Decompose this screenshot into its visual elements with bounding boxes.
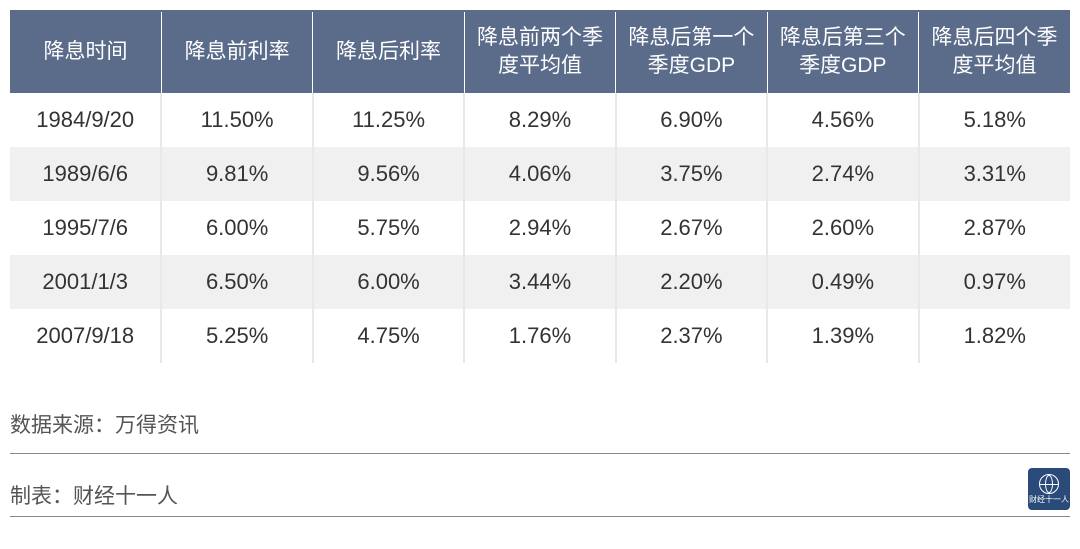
data-source-label: 数据来源：万得资讯	[10, 414, 199, 437]
cell-date: 1984/9/20	[10, 93, 161, 147]
cell-value: 0.97%	[919, 255, 1070, 309]
cell-value: 2.60%	[767, 201, 918, 255]
rate-cut-table: 降息时间 降息前利率 降息后利率 降息前两个季度平均值 降息后第一个季度GDP …	[10, 12, 1070, 363]
cell-value: 6.90%	[616, 93, 767, 147]
maker-label: 制表：财经十一人	[10, 480, 178, 510]
rate-cut-table-container: 降息时间 降息前利率 降息后利率 降息前两个季度平均值 降息后第一个季度GDP …	[10, 10, 1070, 363]
cell-value: 3.75%	[616, 147, 767, 201]
cell-value: 9.56%	[313, 147, 464, 201]
data-source-line: 数据来源：万得资讯	[10, 409, 1070, 454]
publisher-logo-icon: 财经十一人	[1028, 468, 1070, 510]
cell-value: 5.18%	[919, 93, 1070, 147]
cell-value: 9.81%	[161, 147, 312, 201]
cell-value: 5.25%	[161, 309, 312, 363]
cell-value: 2.37%	[616, 309, 767, 363]
globe-icon	[1039, 474, 1059, 494]
col-header-gdp-after-q3: 降息后第三个季度GDP	[767, 12, 918, 93]
cell-value: 4.75%	[313, 309, 464, 363]
cell-value: 3.31%	[919, 147, 1070, 201]
cell-value: 1.76%	[464, 309, 615, 363]
maker-line: 制表：财经十一人 财经十一人	[10, 468, 1070, 517]
cell-date: 1995/7/6	[10, 201, 161, 255]
cell-date: 2001/1/3	[10, 255, 161, 309]
table-row: 1989/6/6 9.81% 9.56% 4.06% 3.75% 2.74% 3…	[10, 147, 1070, 201]
cell-value: 2.67%	[616, 201, 767, 255]
cell-value: 8.29%	[464, 93, 615, 147]
cell-value: 2.20%	[616, 255, 767, 309]
cell-value: 4.56%	[767, 93, 918, 147]
cell-value: 0.49%	[767, 255, 918, 309]
cell-value: 2.74%	[767, 147, 918, 201]
cell-value: 6.00%	[161, 201, 312, 255]
table-body: 1984/9/20 11.50% 11.25% 8.29% 6.90% 4.56…	[10, 93, 1070, 363]
col-header-rate-before: 降息前利率	[161, 12, 312, 93]
table-footer: 数据来源：万得资讯 制表：财经十一人 财经十一人	[10, 409, 1070, 517]
cell-value: 6.00%	[313, 255, 464, 309]
cell-value: 2.94%	[464, 201, 615, 255]
cell-value: 4.06%	[464, 147, 615, 201]
cell-value: 6.50%	[161, 255, 312, 309]
col-header-date: 降息时间	[10, 12, 161, 93]
col-header-gdp-after-4q: 降息后四个季度平均值	[919, 12, 1070, 93]
cell-value: 11.50%	[161, 93, 312, 147]
table-row: 1984/9/20 11.50% 11.25% 8.29% 6.90% 4.56…	[10, 93, 1070, 147]
cell-value: 1.39%	[767, 309, 918, 363]
table-header-row: 降息时间 降息前利率 降息后利率 降息前两个季度平均值 降息后第一个季度GDP …	[10, 12, 1070, 93]
table-row: 2007/9/18 5.25% 4.75% 1.76% 2.37% 1.39% …	[10, 309, 1070, 363]
cell-value: 11.25%	[313, 93, 464, 147]
cell-value: 1.82%	[919, 309, 1070, 363]
cell-date: 2007/9/18	[10, 309, 161, 363]
cell-value: 2.87%	[919, 201, 1070, 255]
logo-text: 财经十一人	[1029, 496, 1069, 504]
table-row: 1995/7/6 6.00% 5.75% 2.94% 2.67% 2.60% 2…	[10, 201, 1070, 255]
cell-value: 3.44%	[464, 255, 615, 309]
col-header-gdp-after-q1: 降息后第一个季度GDP	[616, 12, 767, 93]
cell-value: 5.75%	[313, 201, 464, 255]
col-header-rate-after: 降息后利率	[313, 12, 464, 93]
cell-date: 1989/6/6	[10, 147, 161, 201]
col-header-gdp-before-2q: 降息前两个季度平均值	[464, 12, 615, 93]
table-row: 2001/1/3 6.50% 6.00% 3.44% 2.20% 0.49% 0…	[10, 255, 1070, 309]
